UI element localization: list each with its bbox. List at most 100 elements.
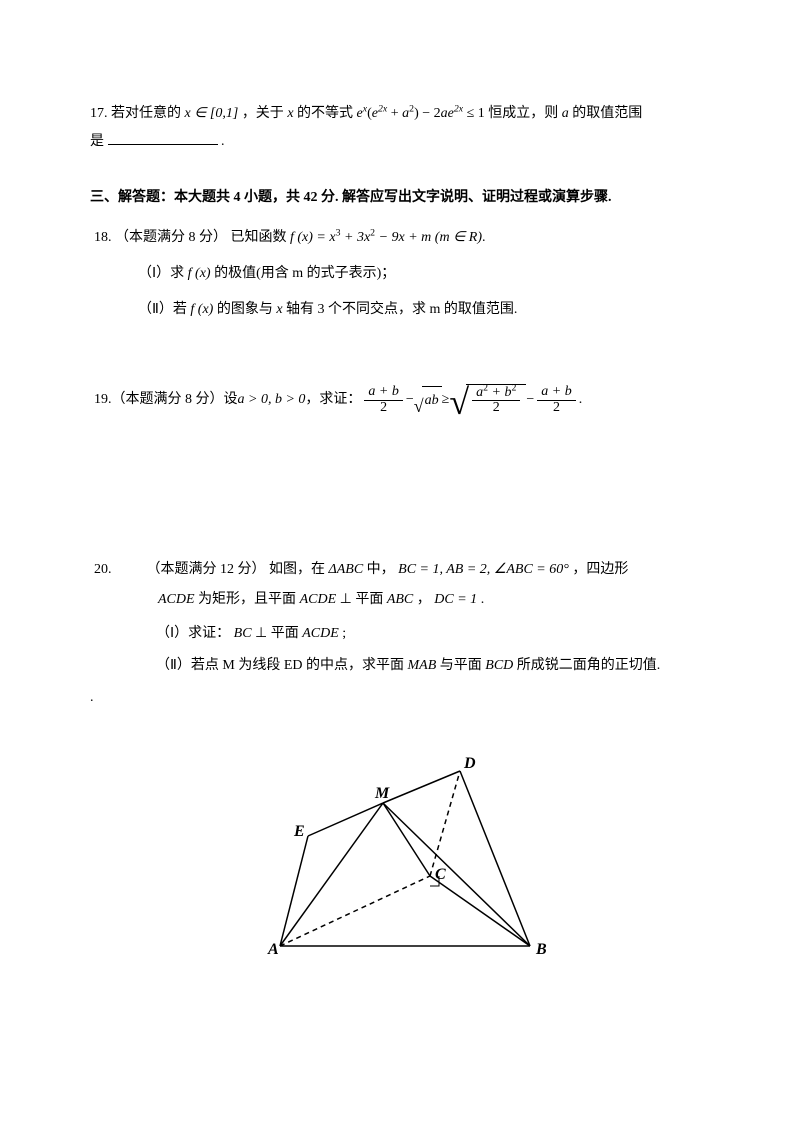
figure-wrap: A B C D E M: [90, 726, 710, 976]
q20-score: （本题满分 12 分）: [147, 562, 266, 577]
q19-frac2-plus: + b: [488, 385, 511, 400]
q20-dc: DC = 1: [434, 592, 477, 607]
q19-frac3-den: 2: [537, 401, 575, 416]
q17-line1: 17. 若对任意的 x ∈ [0,1] ，关于 x 的不等式 ex(e2x + …: [90, 100, 710, 128]
q19-frac1: a + b 2: [364, 385, 402, 415]
q19-ge: ≥: [442, 386, 450, 414]
q17-text-a: 若对任意的: [111, 106, 181, 121]
q18-plus1: + 3x: [341, 230, 371, 245]
q18-sub1-label: （Ⅰ）求: [138, 266, 184, 281]
q18-sub2-fn: f (x): [190, 302, 213, 317]
q17-period: .: [221, 134, 225, 149]
q18-rest: − 9x + m (m ∈ R): [375, 230, 482, 245]
q18-score: （本题满分 8 分）: [115, 230, 227, 245]
q17-plus: +: [387, 106, 402, 121]
q20-sub1: （Ⅰ）求证： BC ⊥ 平面 ACDE ;: [90, 620, 710, 648]
label-C: C: [435, 866, 446, 883]
q18-sub2: （Ⅱ）若 f (x) 的图象与 x 轴有 3 个不同交点，求 m 的取值范围.: [90, 296, 710, 324]
q18-period: .: [482, 230, 486, 245]
q18-line: 18. （本题满分 8 分） 已知函数 f (x) = x3 + 3x2 − 9…: [90, 224, 710, 252]
label-B: B: [535, 941, 547, 958]
q20-text-b: 中，: [367, 562, 395, 577]
q19-frac1-den: 2: [364, 401, 402, 416]
q20-dot: .: [90, 684, 710, 688]
q17-line2: 是 .: [90, 128, 710, 156]
q20-acde2: ACDE: [300, 592, 337, 607]
q19-sqrt-body: a2 + b2 2: [466, 384, 526, 416]
geometry-figure: A B C D E M: [230, 726, 570, 976]
q18-fn: f (x) = x: [290, 230, 336, 245]
q20-sub2-label: （Ⅱ）若点 M 为线段 ED 的中点，求平面: [156, 658, 404, 673]
q19-frac2-num: a2 + b2: [472, 386, 520, 402]
q19-text-a: 设: [224, 386, 238, 414]
q19-frac3-num: a + b: [537, 385, 575, 401]
q19-frac3: a + b 2: [537, 385, 575, 415]
q19-line: 19. （本题满分 8 分） 设 a > 0, b > 0 ，求证： a + b…: [90, 384, 710, 416]
q20-sub2: （Ⅱ）若点 M 为线段 ED 的中点，求平面 MAB 与平面 BCD 所成锐二面…: [90, 652, 710, 680]
q17-avar: a: [562, 106, 569, 121]
q17-text-c: 的不等式: [297, 106, 353, 121]
label-A: A: [267, 941, 279, 958]
sqrt-sign-big-icon: √: [449, 386, 469, 418]
q19-number: 19.: [94, 386, 112, 414]
q20-sub1-semi: ;: [342, 626, 346, 641]
q19-sqrt-ab-body: ab: [422, 386, 442, 415]
q18-sub1: （Ⅰ）求 f (x) 的极值(用含 m 的式子表示)；: [90, 260, 710, 288]
q17-text-b: ，关于: [242, 106, 284, 121]
q17-range: x ∈ [0,1]: [185, 106, 239, 121]
q20-sub1-perp: ⊥: [255, 626, 271, 641]
q19-minus2: −: [526, 386, 534, 414]
label-E: E: [293, 823, 305, 840]
q19-cond: a > 0, b > 0: [238, 386, 306, 414]
q18-sub2-textb: 轴有 3 个不同交点，求 m 的取值范围.: [286, 302, 517, 317]
q20-sub1-label: （Ⅰ）求证：: [156, 626, 230, 641]
q17-sup2: 2x: [378, 103, 387, 114]
q20-perp: ⊥: [340, 592, 356, 607]
q19-sqrt-big: √ a2 + b2 2: [449, 384, 526, 416]
q20-sub1-text: 平面: [271, 626, 299, 641]
q20-text-c: ，四边形: [572, 562, 628, 577]
q20-period1: .: [481, 592, 485, 607]
q18-sub2-label: （Ⅱ）若: [138, 302, 187, 317]
q20-abc: ABC: [387, 592, 413, 607]
q20-bc: BC = 1, AB = 2, ∠ABC = 60°: [398, 562, 569, 577]
q19-sqrt-ab: √ ab: [414, 386, 442, 415]
q20-text-e: 平面: [355, 592, 383, 607]
q19-minus1: −: [406, 386, 414, 414]
q17-sup4: 2x: [454, 103, 463, 114]
label-D: D: [463, 755, 476, 772]
q17-blank: [108, 130, 218, 145]
q20-sub2-mab: MAB: [408, 658, 437, 673]
q20-text-a: 如图，在: [269, 562, 325, 577]
q17-pc: ) − 2: [414, 106, 441, 121]
q19-score: （本题满分 8 分）: [112, 386, 224, 414]
q18-text-a: 已知函数: [231, 230, 287, 245]
q20-sub1-bc: BC: [234, 626, 252, 641]
q20-line2: ACDE 为矩形，且平面 ACDE ⊥ 平面 ABC ， DC = 1 .: [90, 586, 710, 614]
section3-header: 三、解答题：本大题共 4 小题，共 42 分. 解答应写出文字说明、证明过程或演…: [90, 184, 710, 212]
q20-line1: 20. （本题满分 12 分） 如图，在 ΔABC 中， BC = 1, AB …: [90, 556, 710, 584]
q18-number: 18.: [94, 230, 115, 245]
q19-period: .: [579, 386, 583, 414]
q20-number: 20.: [94, 562, 112, 577]
q20-sub2-textb: 所成锐二面角的正切值.: [517, 658, 661, 673]
q18-sub1-fn: f (x): [188, 266, 211, 281]
q20-tri: ΔABC: [329, 562, 364, 577]
q18-sub2-x: x: [276, 302, 282, 317]
q18-sub2-texta: 的图象与: [217, 302, 273, 317]
q20-comma: ，: [417, 592, 431, 607]
label-M: M: [374, 785, 390, 802]
q20-sub2-texta: 与平面: [440, 658, 482, 673]
q19-frac1-num: a + b: [364, 385, 402, 401]
q18-sub1-text: 的极值(用含 m 的式子表示)；: [214, 266, 395, 281]
q17-text-d: 恒成立，则: [488, 106, 558, 121]
q20-acde: ACDE: [158, 592, 195, 607]
q19-frac2: a2 + b2 2: [472, 386, 520, 416]
q17-text-f: 是: [90, 134, 104, 149]
q20-sub2-bcd: BCD: [485, 658, 513, 673]
q17-number: 17.: [90, 106, 108, 121]
q20-text-d: 为矩形，且平面: [198, 592, 296, 607]
q17-ae: ae: [441, 106, 454, 121]
q19-frac2-den: 2: [472, 401, 520, 416]
q19-frac2-sup2: 2: [511, 382, 516, 393]
